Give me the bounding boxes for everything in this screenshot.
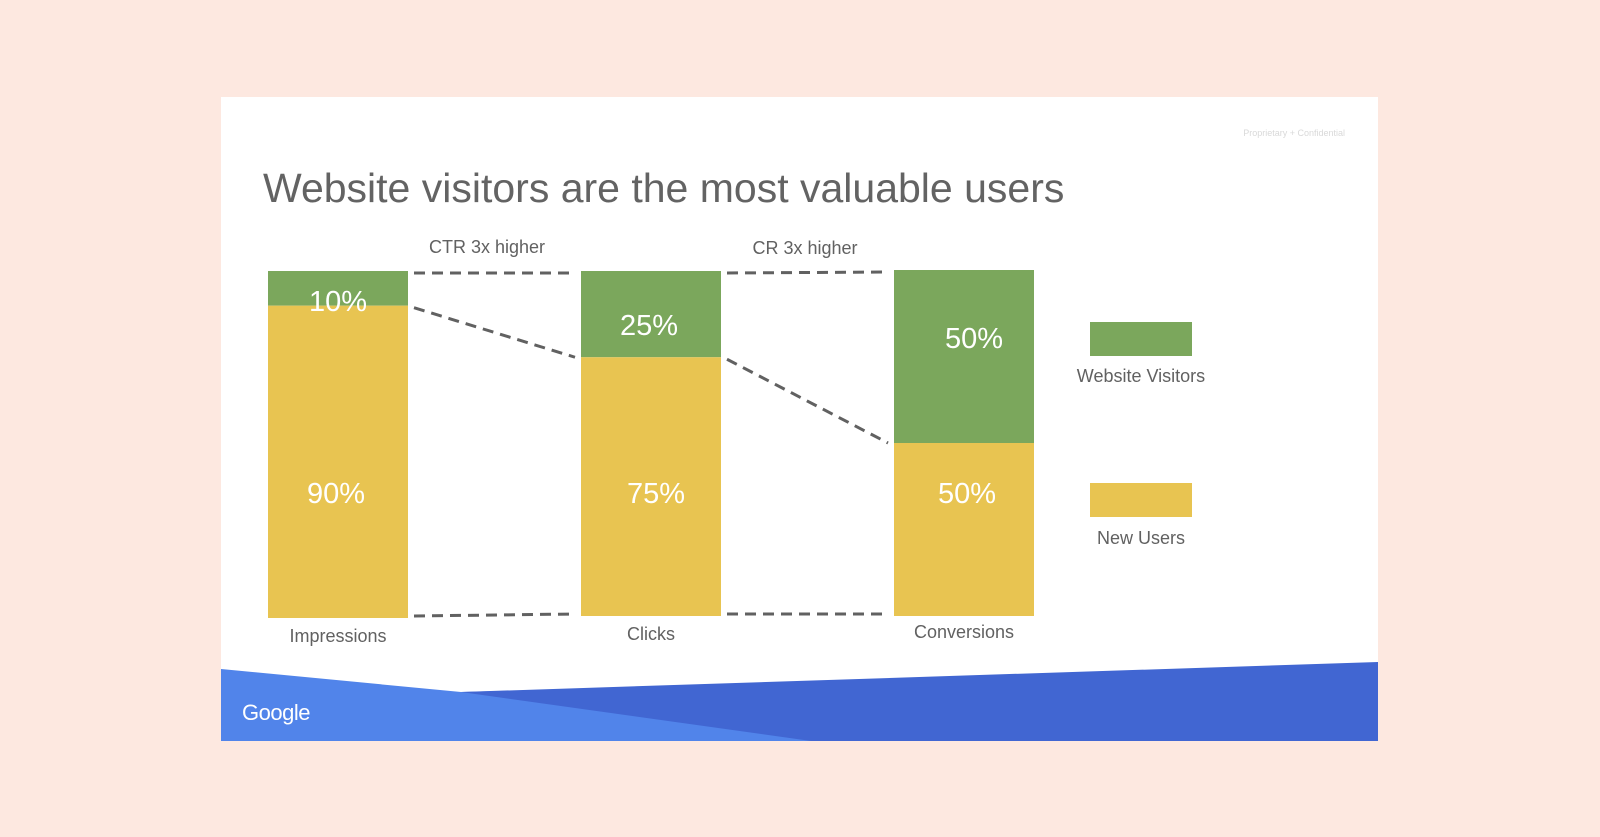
connector-split-2 <box>726 357 889 445</box>
connector-bottom-1 <box>413 612 576 618</box>
bar-new-users-impressions <box>268 305 408 618</box>
label-new-users-conversions: 50% <box>938 478 996 510</box>
connector-top-2 <box>726 270 889 275</box>
annotation-1: CTR 3x higher <box>429 237 545 257</box>
google-logo: Google <box>242 700 310 725</box>
annotation-2: CR 3x higher <box>752 238 857 258</box>
label-website-visitors-conversions: 50% <box>945 323 1003 355</box>
category-label-conversions: Conversions <box>914 622 1014 642</box>
legend-label-new-users: New Users <box>1097 528 1185 548</box>
connector-split-1 <box>413 306 576 359</box>
legend-swatch-website-visitors <box>1090 322 1192 356</box>
bar-new-users-conversions <box>894 443 1034 616</box>
label-website-visitors-impressions: 10% <box>309 286 367 318</box>
label-new-users-impressions: 90% <box>307 478 365 510</box>
legend-label-website-visitors: Website Visitors <box>1077 366 1205 386</box>
label-new-users-clicks: 75% <box>627 478 685 510</box>
bar-website-visitors-impressions <box>268 271 408 306</box>
bar-website-visitors-clicks <box>581 271 721 358</box>
slide-title: Website visitors are the most valuable u… <box>263 165 1065 211</box>
bar-new-users-clicks <box>581 357 721 616</box>
footer-band-dark <box>461 662 1378 741</box>
category-label-clicks: Clicks <box>627 624 675 644</box>
category-label-impressions: Impressions <box>289 626 386 646</box>
bar-website-visitors-conversions <box>894 270 1034 443</box>
confidential-note: Proprietary + Confidential <box>1243 128 1345 138</box>
slide: 10% 90% Impressions 25% 75% Clicks 50% 50% Conve… <box>221 97 1378 741</box>
legend-swatch-new-users <box>1090 483 1192 517</box>
chart: 10% 90% Impressions 25% 75% Clicks 50% 50% Conve… <box>221 237 1378 741</box>
label-website-visitors-clicks: 25% <box>620 310 678 342</box>
